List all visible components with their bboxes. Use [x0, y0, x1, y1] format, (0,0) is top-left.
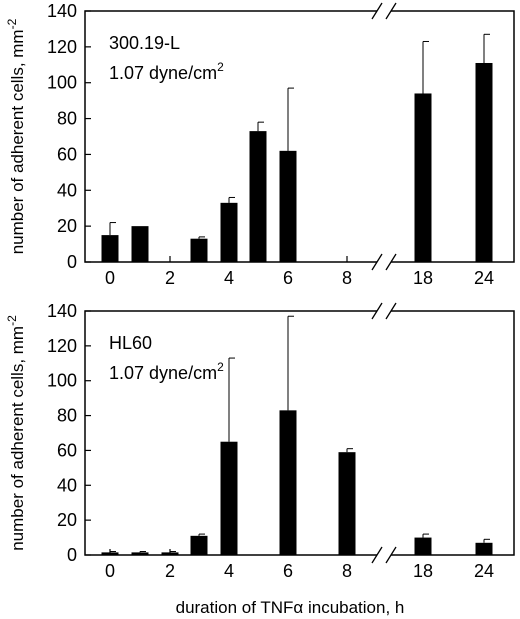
x-tick-label: 4	[224, 268, 234, 288]
y-axis-label: number of adherent cells, mm-2	[5, 315, 27, 551]
y-tick-label: 20	[57, 510, 77, 530]
axis-break-gap	[377, 8, 391, 14]
bar	[475, 62, 493, 262]
axis-break-mark	[385, 546, 397, 564]
axis-break-mark	[371, 302, 383, 320]
bar	[249, 131, 267, 262]
x-tick-label: 18	[413, 268, 433, 288]
annotation-shear: 1.07 dyne/cm2	[109, 360, 224, 383]
bar	[101, 235, 119, 262]
x-tick-label: 6	[283, 268, 293, 288]
x-axis-label: duration of TNFα incubation, h	[176, 598, 405, 617]
x-tick-label: 2	[165, 561, 175, 581]
y-tick-label: 80	[57, 406, 77, 426]
x-tick-label: 24	[474, 561, 494, 581]
y-tick-label: 40	[57, 475, 77, 495]
y-axis-label: number of adherent cells, mm-2	[5, 18, 27, 254]
axis-break-mark	[385, 302, 397, 320]
bar	[414, 93, 432, 262]
bar	[220, 202, 238, 262]
y-tick-label: 40	[57, 180, 77, 200]
bar	[190, 238, 208, 262]
y-tick-label: 20	[57, 216, 77, 236]
bar	[279, 410, 297, 555]
bar	[190, 535, 208, 555]
axis-break-mark	[371, 546, 383, 564]
y-tick-label: 0	[67, 545, 77, 565]
x-tick-label: 4	[224, 561, 234, 581]
axis-break-mark	[371, 253, 383, 271]
x-tick-label: 8	[342, 561, 352, 581]
x-tick-label: 0	[105, 268, 115, 288]
x-tick-label: 8	[342, 268, 352, 288]
y-tick-label: 120	[47, 336, 77, 356]
x-tick-label: 18	[413, 561, 433, 581]
y-tick-label: 80	[57, 109, 77, 129]
axis-break-mark	[385, 2, 397, 20]
y-tick-label: 120	[47, 37, 77, 57]
axis-break-gap	[377, 308, 391, 314]
axis-break-gap	[377, 552, 391, 558]
plot-frame	[84, 10, 515, 263]
bar	[279, 150, 297, 262]
bar	[131, 552, 149, 555]
y-tick-label: 0	[67, 252, 77, 272]
y-tick-label: 100	[47, 73, 77, 93]
y-tick-label: 140	[47, 1, 77, 21]
bar	[220, 441, 238, 555]
y-tick-label: 60	[57, 440, 77, 460]
y-tick-label: 140	[47, 301, 77, 321]
bar	[475, 542, 493, 555]
x-tick-label: 0	[105, 561, 115, 581]
annotation-cell-line: HL60	[109, 333, 152, 353]
axis-break-mark	[371, 2, 383, 20]
bar	[131, 226, 149, 262]
axis-break-gap	[377, 259, 391, 265]
bar	[414, 537, 432, 555]
bar	[338, 452, 356, 555]
x-tick-label: 6	[283, 561, 293, 581]
y-tick-label: 60	[57, 144, 77, 164]
axis-break-mark	[385, 253, 397, 271]
annotation-shear: 1.07 dyne/cm2	[109, 60, 224, 83]
y-tick-label: 100	[47, 371, 77, 391]
bar	[101, 552, 119, 555]
plot-frame	[84, 310, 515, 556]
bar	[161, 552, 179, 555]
x-tick-label: 2	[165, 268, 175, 288]
x-tick-label: 24	[474, 268, 494, 288]
annotation-cell-line: 300.19-L	[109, 33, 180, 53]
